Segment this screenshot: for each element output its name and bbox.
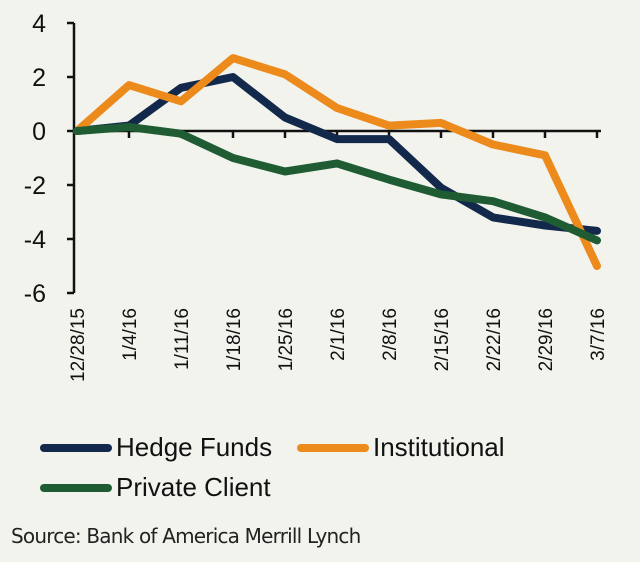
chart-plot-area: 4 2 0 -2 -4 -6 12/28/15 1/4/16 1/11/16 1/18/16 1/2… xyxy=(24,10,609,382)
legend-label-hedge-funds: Hedge Funds xyxy=(116,432,273,462)
legend-label-private-client: Private Client xyxy=(116,472,271,502)
x-tick-label: 2/1/16 xyxy=(328,308,349,361)
axes: 4 2 0 -2 -4 -6 12/28/15 1/4/16 1/11/16 1/18/16 1/2… xyxy=(24,10,609,382)
y-tick-label: -6 xyxy=(24,280,46,308)
x-tick-label: 3/7/16 xyxy=(588,308,609,361)
x-tick-label: 2/29/16 xyxy=(536,308,557,371)
x-tick-label: 1/18/16 xyxy=(224,308,245,371)
y-tick-label: -4 xyxy=(24,226,46,254)
legend-swatch-private-client xyxy=(40,483,112,492)
x-tick-label: 2/8/16 xyxy=(380,308,401,361)
x-tick-label: 12/28/15 xyxy=(68,308,89,382)
series-layer xyxy=(73,54,601,270)
y-tick-label: 2 xyxy=(32,64,46,92)
x-tick-label: 2/22/16 xyxy=(484,308,505,371)
legend-item-hedge-funds: Hedge Funds xyxy=(40,432,272,463)
y-tick-label: 0 xyxy=(32,118,46,146)
y-tick-label: 4 xyxy=(32,10,46,38)
x-tick-label: 1/25/16 xyxy=(276,308,297,371)
source-note: Source: Bank of America Merrill Lynch xyxy=(11,524,361,548)
legend-label-institutional: Institutional xyxy=(373,432,505,462)
x-tick-label: 1/4/16 xyxy=(120,308,141,361)
x-tick-label: 1/11/16 xyxy=(172,308,193,370)
legend-item-private-client: Private Client xyxy=(40,472,271,503)
legend-item-institutional: Institutional xyxy=(297,432,505,463)
y-tick-label: -2 xyxy=(24,172,46,200)
legend-swatch-institutional xyxy=(297,443,369,452)
x-tick-label: 2/15/16 xyxy=(432,308,453,371)
legend-swatch-hedge-funds xyxy=(40,443,112,452)
